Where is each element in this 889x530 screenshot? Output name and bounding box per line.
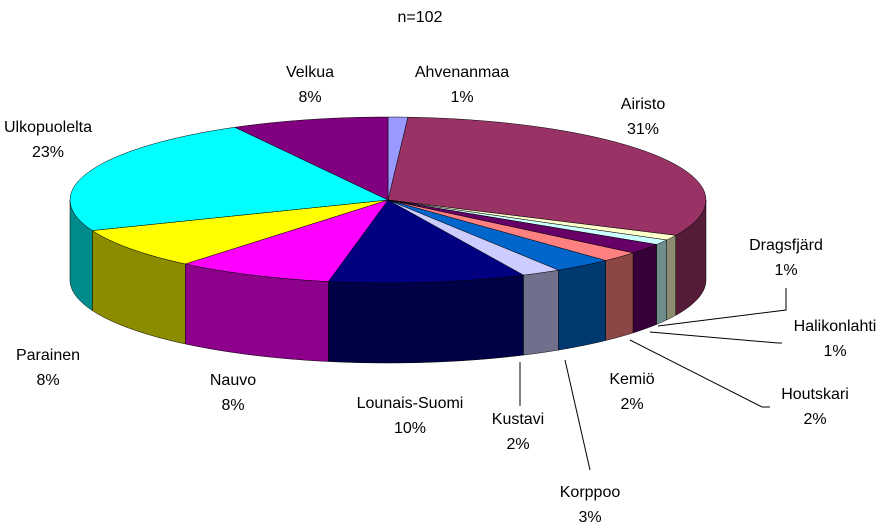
slice-value-label: 8% bbox=[221, 397, 244, 414]
slice-label: Korppoo bbox=[560, 484, 621, 501]
slice-side bbox=[558, 260, 606, 351]
slice-value-label: 1% bbox=[450, 89, 473, 106]
slice bbox=[387, 116, 707, 236]
tops bbox=[69, 116, 707, 284]
slice bbox=[387, 199, 560, 276]
slice-label: Dragsfjärd bbox=[749, 237, 823, 254]
slice-side bbox=[328, 274, 524, 364]
slice-value-label: 2% bbox=[506, 436, 529, 453]
slice bbox=[184, 199, 389, 282]
slice-value-label: 8% bbox=[298, 89, 321, 106]
leader-line bbox=[629, 339, 770, 408]
slice bbox=[91, 199, 389, 265]
slice-label: Parainen bbox=[16, 347, 80, 364]
slice-side bbox=[666, 234, 676, 321]
slice-side bbox=[632, 244, 657, 334]
slice-label: Airisto bbox=[621, 96, 666, 113]
slice-label: Velkua bbox=[286, 64, 334, 81]
slice-value-label: 2% bbox=[620, 396, 643, 413]
slice-label: Halikonlahti bbox=[794, 318, 877, 335]
slice-value-label: 1% bbox=[823, 343, 846, 360]
slice-value-label: 31% bbox=[627, 121, 659, 138]
slice-side bbox=[656, 239, 667, 325]
walls bbox=[69, 199, 707, 364]
slice-side bbox=[523, 269, 559, 356]
slice bbox=[387, 199, 677, 241]
leader-line bbox=[649, 331, 782, 344]
slice bbox=[233, 116, 389, 201]
slice bbox=[69, 127, 389, 231]
slice-label: Ulkopuolelta bbox=[4, 119, 92, 136]
slice-label: Nauvo bbox=[210, 372, 256, 389]
slice-value-label: 3% bbox=[578, 509, 601, 526]
slice bbox=[387, 199, 634, 261]
slice-label: Kemiö bbox=[609, 371, 654, 388]
slice-value-label: 1% bbox=[774, 262, 797, 279]
leader-lines bbox=[519, 288, 787, 471]
slice-value-label: 10% bbox=[394, 420, 426, 437]
chart-title: n=102 bbox=[398, 9, 443, 26]
slice-value-label: 8% bbox=[36, 372, 59, 389]
leader-line bbox=[657, 288, 787, 327]
slice-label: Houtskari bbox=[781, 386, 849, 403]
slice-value-label: 23% bbox=[32, 144, 64, 161]
slice-label: Lounais-Suomi bbox=[357, 395, 464, 412]
slice-label: Kustavi bbox=[492, 411, 544, 428]
slice bbox=[387, 199, 658, 254]
slice-value-label: 2% bbox=[803, 411, 826, 428]
slice-label: Ahvenanmaa bbox=[415, 64, 509, 81]
slice bbox=[327, 199, 525, 284]
slice-side bbox=[605, 252, 634, 341]
slice bbox=[387, 199, 668, 245]
slice bbox=[387, 199, 607, 271]
leader-line bbox=[564, 359, 591, 471]
